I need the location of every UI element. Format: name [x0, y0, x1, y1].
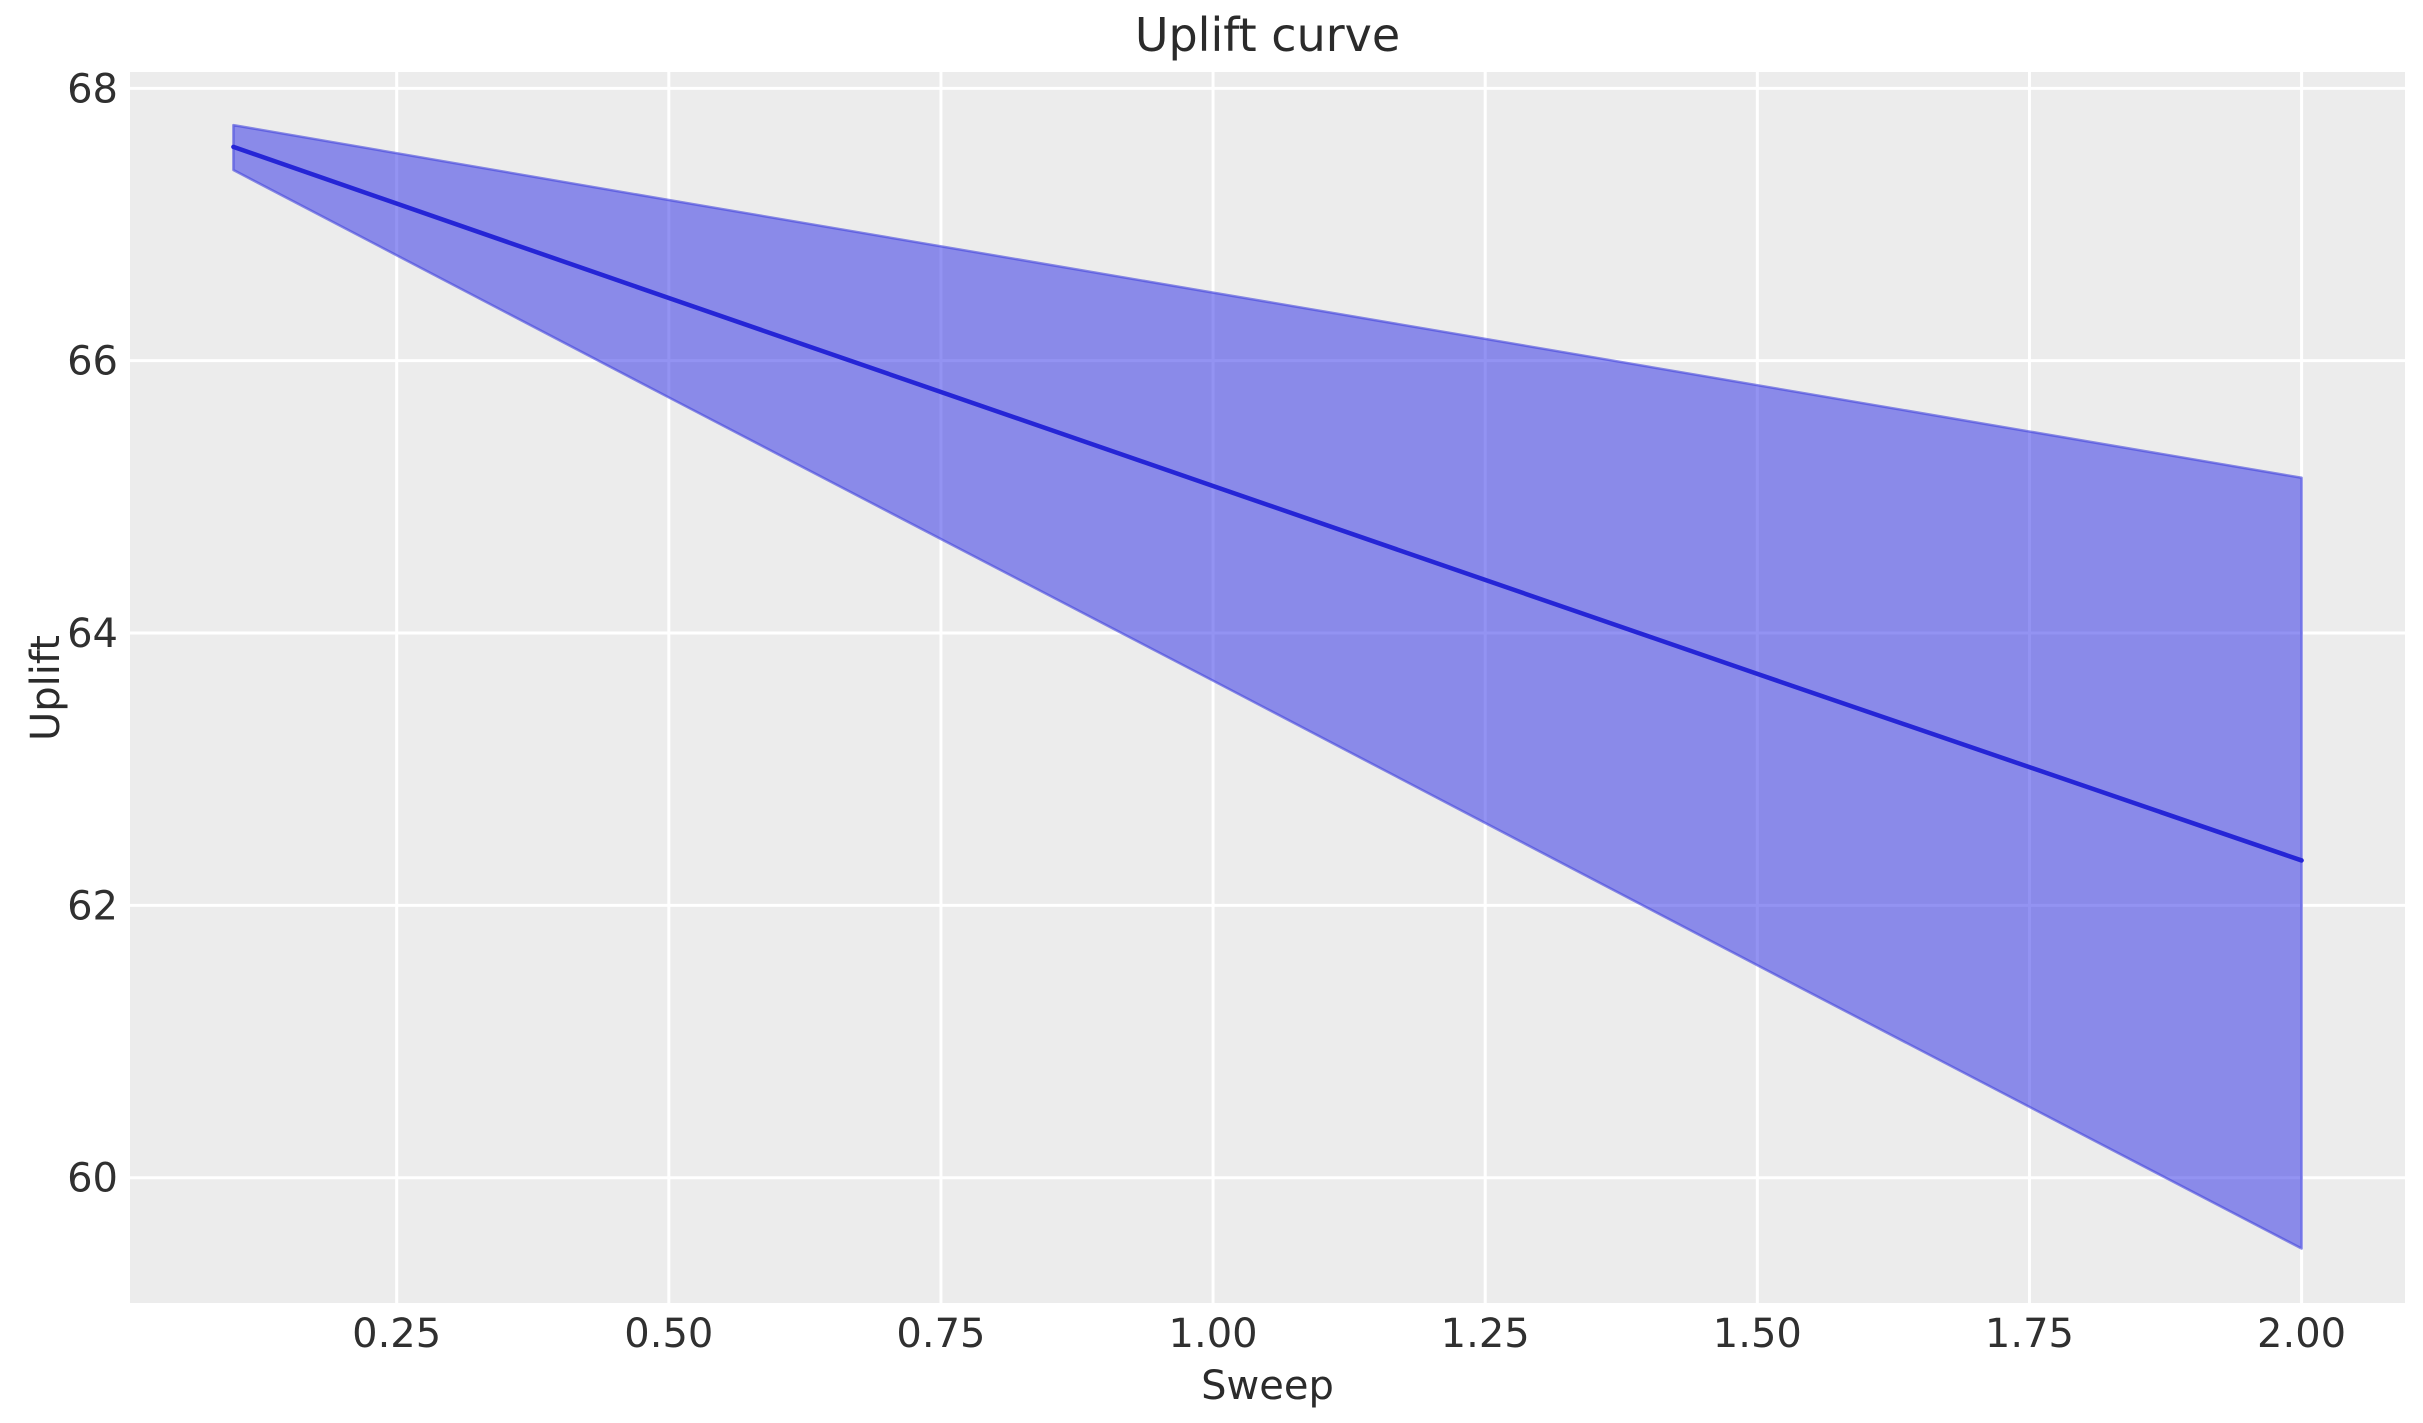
- x-tick-label: 1.75: [1985, 1311, 2074, 1357]
- x-tick-label: 1.00: [1169, 1311, 1258, 1357]
- x-tick-label: 0.50: [624, 1311, 713, 1357]
- y-tick-label: 64: [67, 611, 118, 657]
- y-tick-label: 68: [67, 66, 118, 112]
- x-tick-label: 2.00: [2257, 1311, 2346, 1357]
- x-tick-label: 1.50: [1713, 1311, 1802, 1357]
- y-tick-label: 62: [67, 883, 118, 929]
- y-tick-label: 66: [67, 339, 118, 385]
- uplift-line: [231, 144, 2304, 863]
- x-tick-label: 0.75: [896, 1311, 985, 1357]
- y-tick-label: 60: [67, 1156, 118, 1202]
- chart-title: Uplift curve: [1134, 8, 1401, 62]
- x-tick-label: 1.25: [1441, 1311, 1530, 1357]
- x-tick-label: 0.25: [352, 1311, 441, 1357]
- confidence-band: [232, 123, 2303, 1250]
- x-axis-label: Sweep: [1201, 1363, 1334, 1409]
